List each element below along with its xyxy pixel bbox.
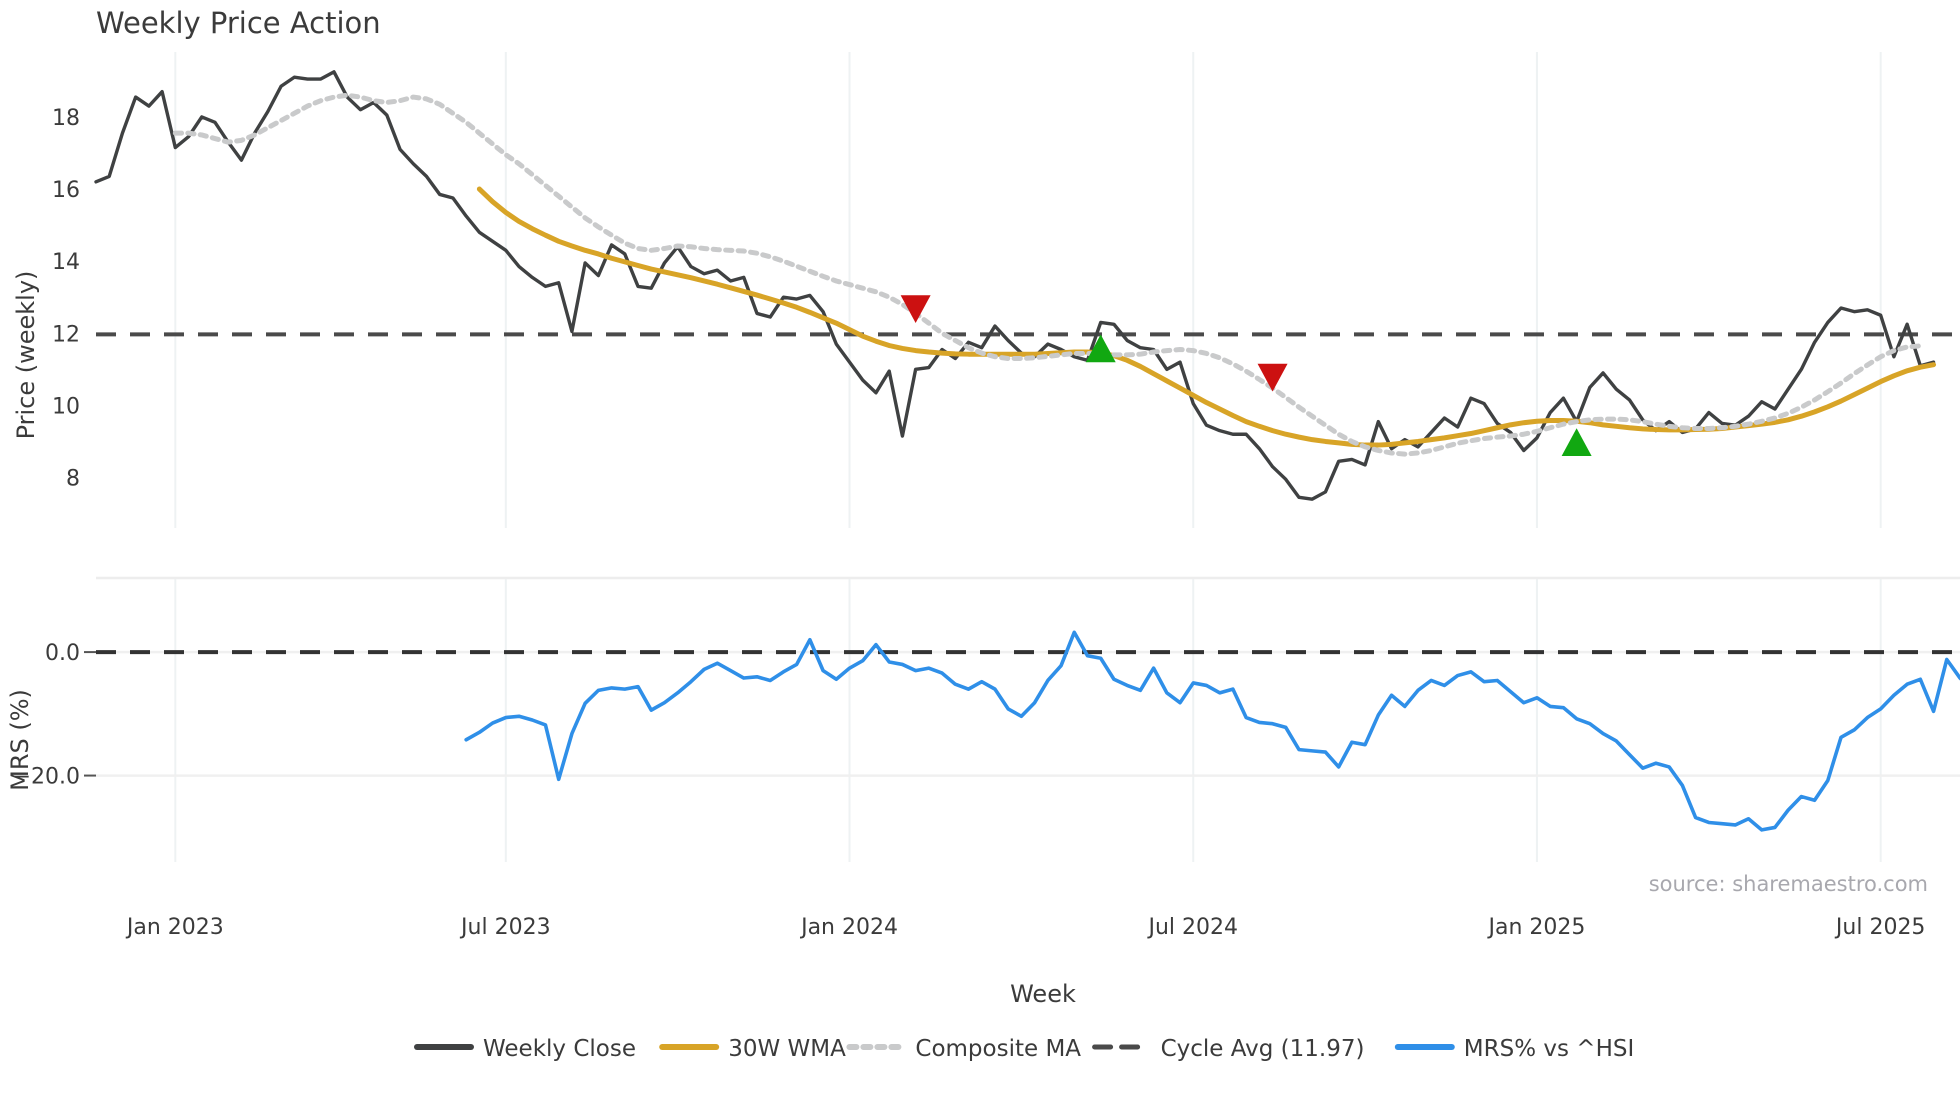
legend-item-5[interactable]: MRS% vs ^HSI bbox=[1394, 1036, 1634, 1062]
price-y-tick-label: 16 bbox=[52, 178, 80, 203]
price-y-axis-ticks: 8 10 12 14 16 18 bbox=[52, 106, 80, 492]
legend-item-1[interactable]: Weekly Close bbox=[414, 1036, 636, 1062]
mrs-axis-label: MRS (%) bbox=[6, 689, 34, 791]
legend-label: Cycle Avg (11.97) bbox=[1161, 1036, 1365, 1062]
price-panel-gridlines bbox=[174, 52, 1882, 528]
mrs-y-tick-label: −20.0 bbox=[13, 765, 80, 790]
price-y-tick-label: 8 bbox=[66, 467, 80, 492]
page-title: Weekly Price Action bbox=[96, 6, 381, 40]
legend-label: MRS% vs ^HSI bbox=[1464, 1036, 1634, 1062]
mrs-y-tick-label: 0.0 bbox=[45, 641, 80, 666]
series-line bbox=[172, 92, 1923, 457]
legend-item-3[interactable]: Composite MA bbox=[846, 1036, 1081, 1062]
x-tick-label: Jan 2024 bbox=[799, 915, 898, 940]
signal-marker-layer bbox=[900, 295, 1592, 457]
source-note: source: sharemaestro.com bbox=[1649, 872, 1928, 896]
legend-item-2[interactable]: 30W WMA bbox=[659, 1036, 846, 1062]
series-line bbox=[476, 186, 1937, 448]
x-tick-label: Jul 2025 bbox=[1834, 915, 1926, 940]
x-axis-ticks: Jan 2023 Jul 2023 Jan 2024 Jul 2024 Jan 2025… bbox=[125, 915, 1926, 940]
x-tick-label: Jul 2023 bbox=[459, 915, 551, 940]
buy-signal-marker bbox=[1085, 334, 1116, 363]
sell-signal-marker bbox=[900, 295, 931, 324]
price-y-tick-label: 18 bbox=[52, 106, 80, 131]
price-y-tick-label: 10 bbox=[52, 394, 80, 419]
legend-label: 30W WMA bbox=[728, 1036, 846, 1062]
x-axis-label: Week bbox=[1010, 980, 1076, 1008]
legend-label: Weekly Close bbox=[483, 1036, 636, 1062]
series-layer bbox=[94, 70, 1960, 832]
x-tick-label: Jan 2025 bbox=[1487, 915, 1586, 940]
buy-signal-marker bbox=[1561, 428, 1592, 457]
x-tick-label: Jul 2024 bbox=[1146, 915, 1238, 940]
price-y-tick-label: 12 bbox=[52, 322, 80, 347]
price-axis-label: Price (weekly) bbox=[12, 271, 40, 440]
chart-legend: Weekly Close 30W WMA Composite MA Cycle Avg… bbox=[414, 1036, 1634, 1062]
series-line bbox=[94, 70, 1936, 501]
legend-label: Composite MA bbox=[915, 1036, 1081, 1062]
sell-signal-marker bbox=[1257, 363, 1288, 392]
legend-item-4[interactable]: Cycle Avg (11.97) bbox=[1092, 1036, 1365, 1062]
x-tick-label: Jan 2023 bbox=[125, 915, 224, 940]
series-line bbox=[464, 630, 1960, 832]
mrs-y-axis-ticks: 0.0 −20.0 bbox=[13, 641, 96, 790]
price-y-tick-label: 14 bbox=[52, 250, 80, 275]
